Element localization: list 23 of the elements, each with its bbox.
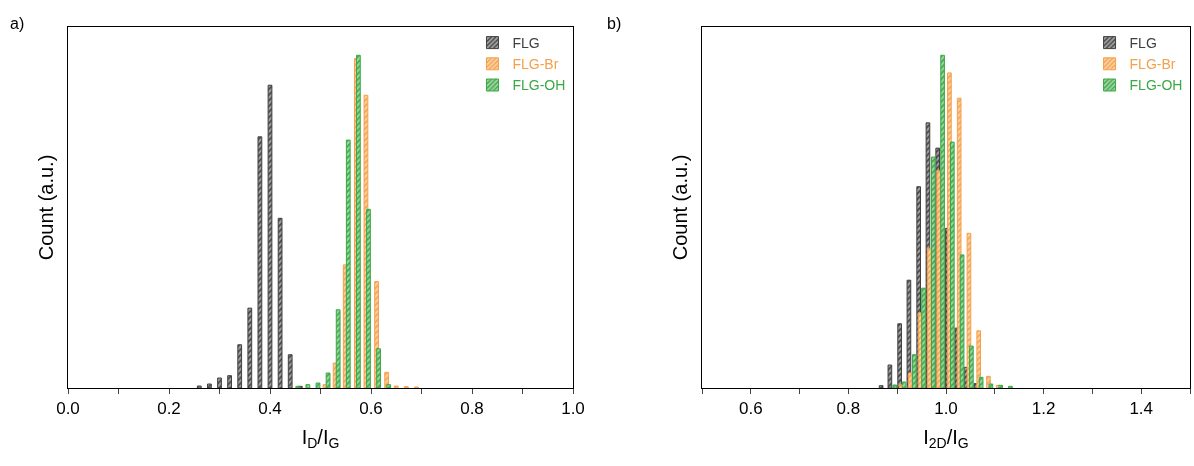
x-tick-label: 0.2 — [157, 399, 181, 419]
x-tick-label: 0.6 — [359, 399, 383, 419]
text: FLG-OH — [512, 77, 566, 94]
x-tick-label: 1.0 — [934, 399, 958, 419]
text: FLG-OH — [1129, 77, 1183, 94]
text: FLG-Br — [1129, 56, 1176, 73]
text: FLG — [512, 35, 540, 52]
x-tick-label: 0.8 — [836, 399, 861, 419]
x-tick-label: 1.4 — [1129, 399, 1154, 419]
x-tick-label: 0.4 — [258, 399, 282, 419]
x-tick-label: 0.8 — [460, 399, 484, 419]
x-tick-label: 0.0 — [56, 399, 80, 419]
x-tick-label: 1.0 — [561, 399, 585, 419]
text: FLG-Br — [512, 56, 559, 73]
x-tick-label: 1.2 — [1031, 399, 1056, 419]
text: FLG — [1129, 35, 1157, 52]
y-axis-title: Count (a.u.) — [34, 154, 57, 261]
chart-title: a) — [10, 15, 25, 32]
x-tick-label: 0.6 — [738, 399, 763, 419]
chart-title: b) — [607, 15, 622, 32]
y-axis-title: Count (a.u.) — [668, 154, 691, 261]
x-axis-title: I$_{2D}$/I$_{G}$ — [923, 425, 969, 452]
x-axis-title: I$_{D}$/I$_{G}$ — [301, 425, 340, 452]
